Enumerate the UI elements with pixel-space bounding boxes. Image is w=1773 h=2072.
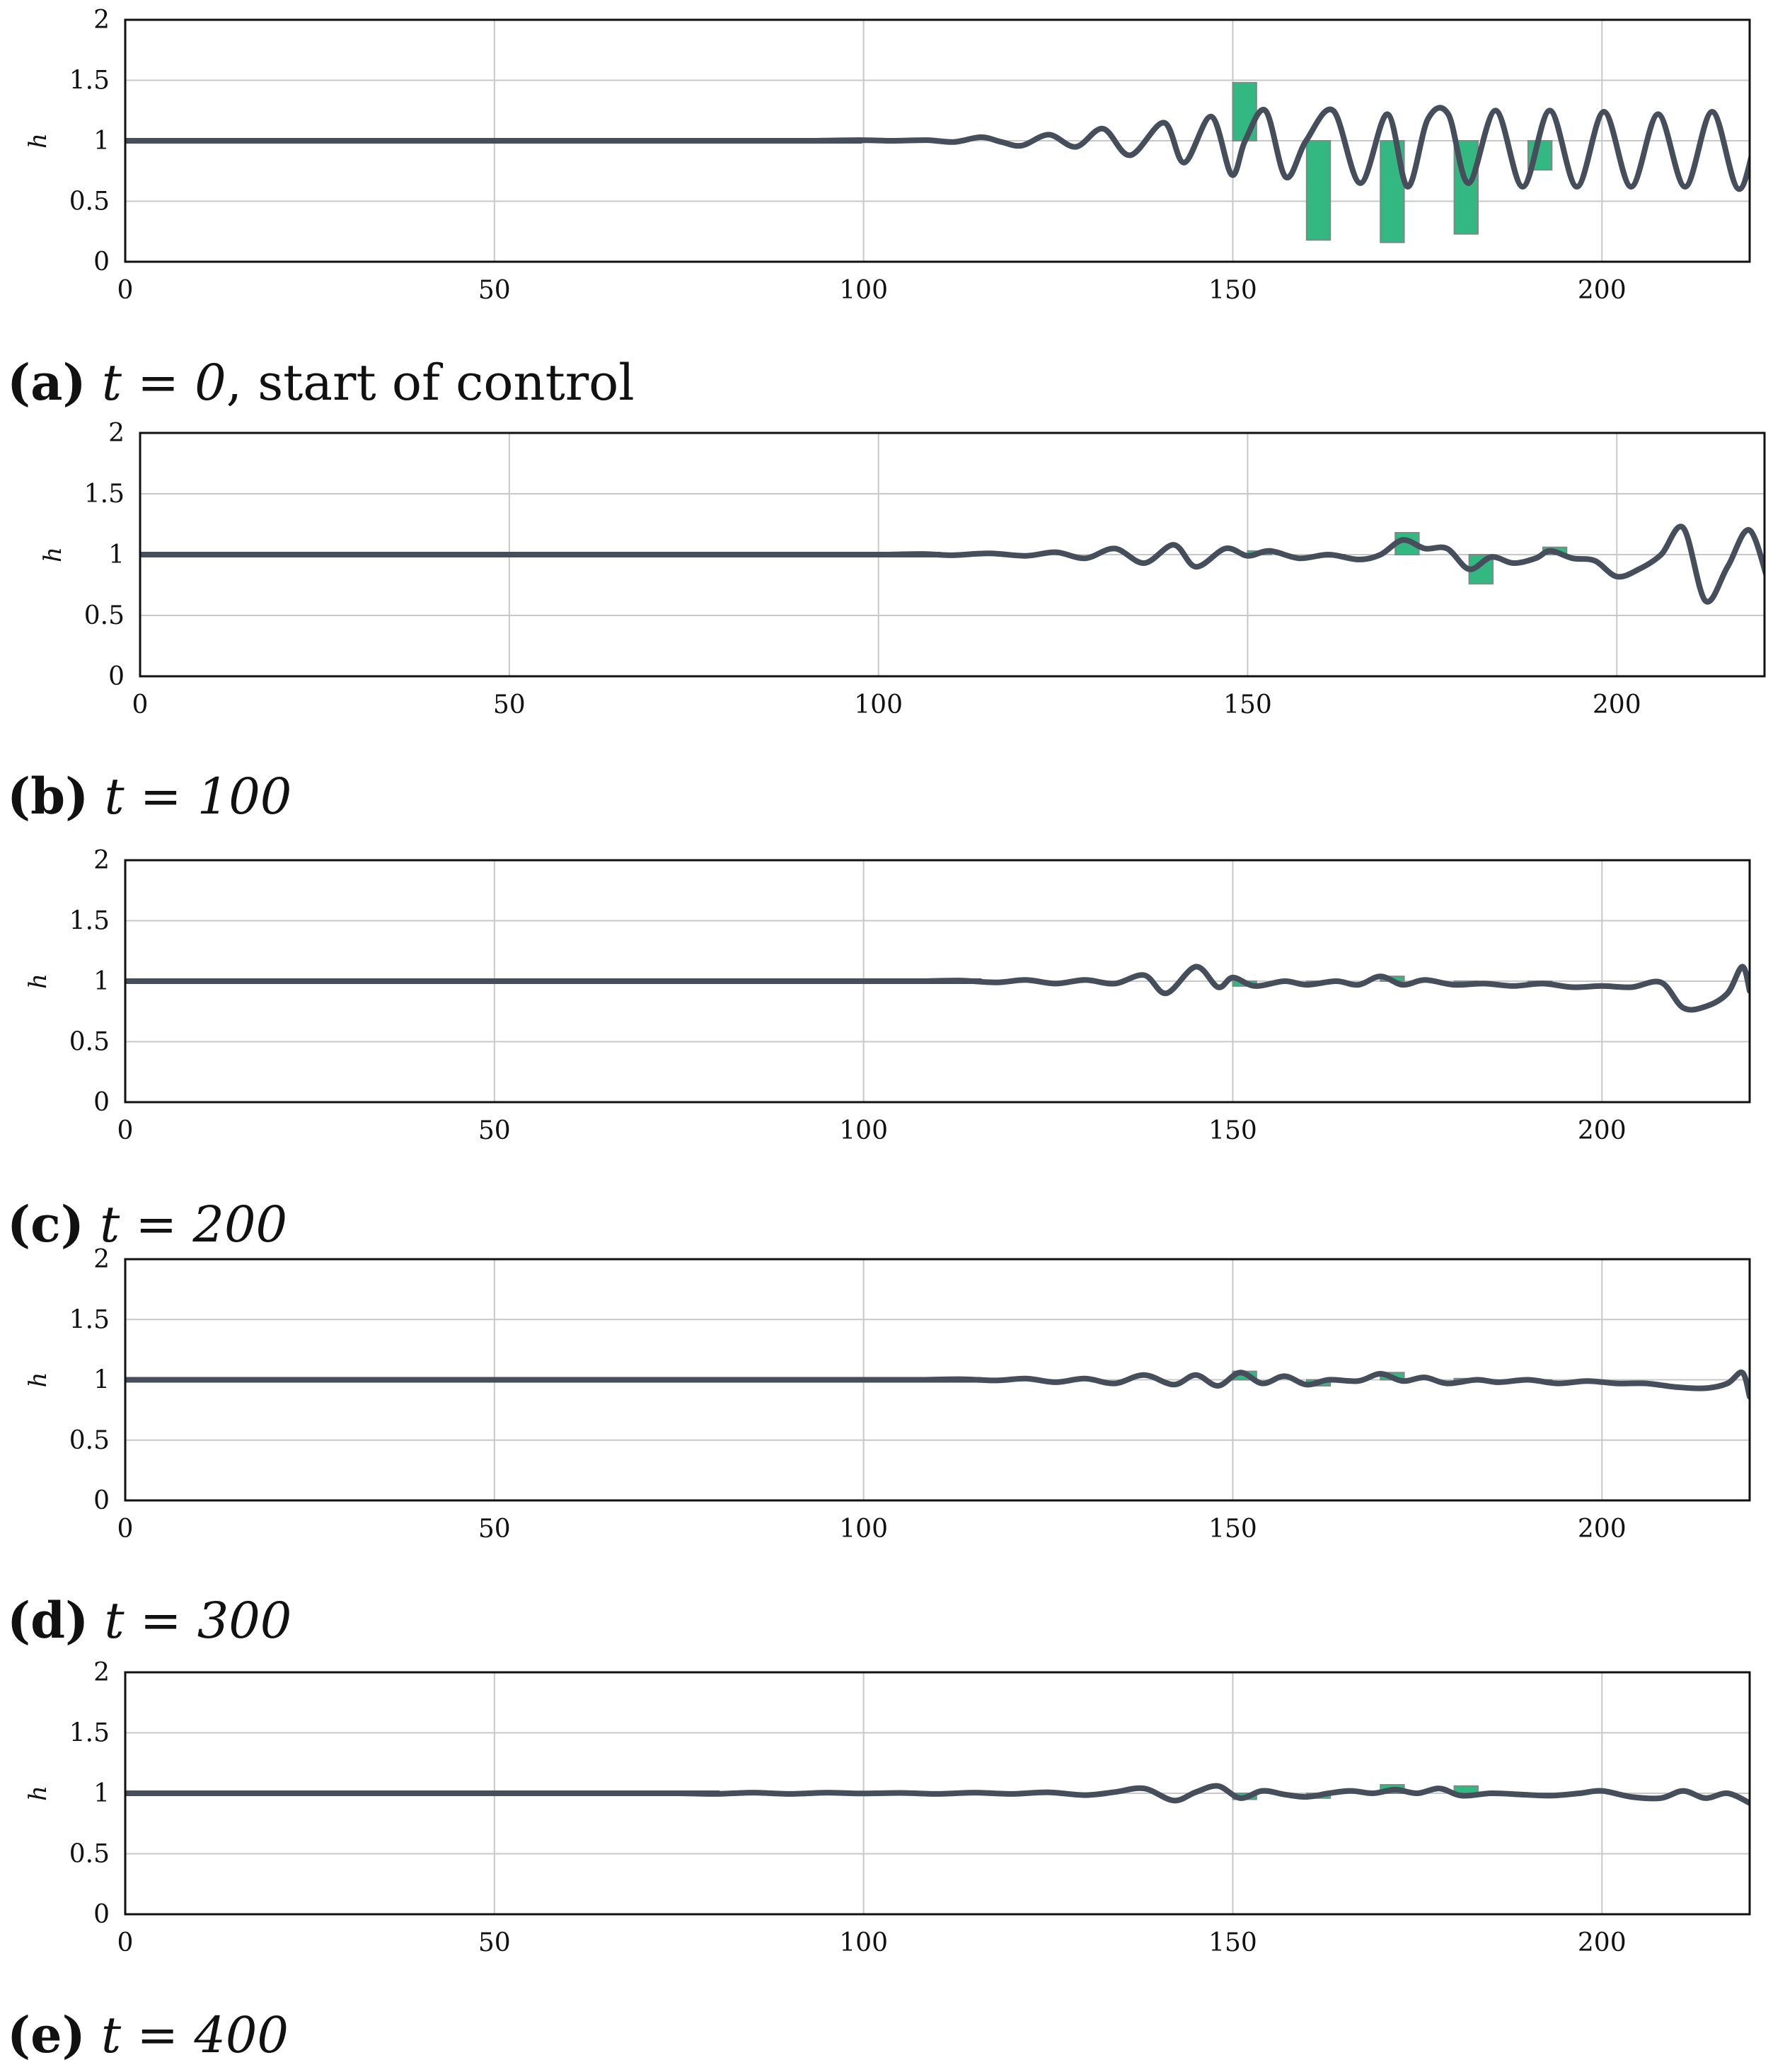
panel-b-xtick-label: 0 <box>132 690 149 719</box>
caption-c-math: t = 200 <box>100 1196 288 1254</box>
panel-d-ytick-label: 1 <box>93 1366 110 1395</box>
caption-b-label: (b) <box>7 767 89 826</box>
panel-d-xtick-label: 0 <box>117 1515 134 1544</box>
caption-d-label: (d) <box>7 1591 89 1650</box>
panel-c-ylabel: h <box>24 973 52 989</box>
panel-a-xtick-label: 50 <box>478 276 511 305</box>
panel-e-xtick-label: 0 <box>117 1928 134 1957</box>
caption-b: (b) t = 100 <box>7 772 291 822</box>
panel-e-ytick-label: 1.5 <box>69 1719 110 1748</box>
caption-a-label: (a) <box>7 353 86 412</box>
panel-a-actuator-bar <box>1305 140 1332 241</box>
panel-a-ylabel: h <box>24 133 52 149</box>
panel-a-xtick-label: 200 <box>1578 276 1627 305</box>
panel-b-h-line <box>140 523 1765 605</box>
panel-b-ytick-label: 0.5 <box>84 601 125 630</box>
caption-b-math: t = 100 <box>104 768 292 826</box>
panel-e-ytick-label: 0 <box>93 1900 110 1929</box>
panel-d-ytick-label: 0 <box>93 1486 110 1515</box>
panel-e-ylabel: h <box>24 1785 52 1801</box>
panel-e-xtick-label: 200 <box>1578 1928 1627 1957</box>
panel-c-ytick-label: 1.5 <box>69 907 110 936</box>
panel-b-xtick-label: 200 <box>1593 690 1641 719</box>
panel-b-plot <box>140 523 1765 605</box>
caption-e-label: (e) <box>7 2006 86 2064</box>
panel-c-ytick-label: 0 <box>93 1088 110 1117</box>
panel-d-h-line <box>125 1369 1750 1400</box>
panel-a-ytick-label: 1 <box>93 127 110 156</box>
panel-b-xtick-label: 50 <box>493 690 526 719</box>
panel-c-h-line <box>125 963 1750 1013</box>
caption-e: (e) t = 400 <box>7 2010 289 2061</box>
panel-a-frame <box>124 18 1751 263</box>
panel-c-ytick-label: 1 <box>93 967 110 996</box>
panel-e-xtick-label: 50 <box>478 1928 511 1957</box>
panel-b-ytick-label: 1 <box>108 540 125 569</box>
caption-d: (d) t = 300 <box>7 1596 291 1646</box>
panel-b: 0 50 100 150 200 0 0.5 1 1.5 2 h <box>39 419 1766 719</box>
panel-c: 0 50 100 150 200 0 0.5 1 1.5 2 h <box>24 846 1751 1145</box>
panel-c-ytick-label: 2 <box>93 846 110 875</box>
panel-c-xtick-label: 150 <box>1208 1116 1257 1145</box>
caption-c: (c) t = 200 <box>7 1200 287 1250</box>
panel-e-frame <box>124 1671 1751 1916</box>
panel-a-ytick-label: 0 <box>93 248 110 277</box>
panel-d: 0 50 100 150 200 0 0.5 1 1.5 2 h <box>24 1245 1751 1544</box>
panel-a-h-line <box>125 105 1750 192</box>
panel-e-ytick-label: 1 <box>93 1779 110 1808</box>
caption-e-math: t = 400 <box>101 2006 289 2064</box>
panel-a-ytick-label: 2 <box>93 6 110 35</box>
panel-e-xtick-label: 150 <box>1208 1928 1257 1957</box>
panel-c-plot <box>125 963 1750 1013</box>
panel-e: 0 50 100 150 200 0 0.5 1 1.5 2 h <box>24 1658 1751 1957</box>
panel-d-xtick-label: 50 <box>478 1515 511 1544</box>
caption-a-math: t = 0 <box>101 354 226 412</box>
panel-d-plot <box>125 1369 1750 1400</box>
panel-c-xtick-label: 0 <box>117 1116 134 1145</box>
panel-e-xtick-label: 100 <box>839 1928 888 1957</box>
panel-a: 0 50 100 150 200 0 0.5 1 1.5 2 h <box>24 6 1751 305</box>
caption-a: (a) t = 0, start of control <box>7 358 635 408</box>
panel-b-xtick-label: 100 <box>854 690 903 719</box>
panel-c-ytick-label: 0.5 <box>69 1028 110 1057</box>
panel-a-xtick-label: 0 <box>117 276 134 305</box>
panel-d-ylabel: h <box>24 1372 52 1388</box>
panel-d-frame <box>124 1258 1751 1502</box>
panel-a-xtick-label: 100 <box>839 276 888 305</box>
panel-d-xtick-label: 150 <box>1208 1515 1257 1544</box>
panel-c-frame <box>124 859 1751 1104</box>
panel-c-xtick-label: 50 <box>478 1116 511 1145</box>
caption-a-text: , start of control <box>226 354 635 412</box>
panel-c-xtick-label: 200 <box>1578 1116 1627 1145</box>
panel-d-xtick-label: 100 <box>839 1515 888 1544</box>
panel-e-plot <box>125 1783 1750 1806</box>
panel-d-ytick-label: 2 <box>93 1245 110 1274</box>
panel-e-ytick-label: 2 <box>93 1658 110 1687</box>
panel-a-plot <box>125 81 1750 243</box>
panel-d-ytick-label: 1.5 <box>69 1305 110 1334</box>
caption-d-math: t = 300 <box>104 1592 292 1650</box>
panel-e-ytick-label: 0.5 <box>69 1840 110 1869</box>
caption-c-label: (c) <box>7 1195 84 1254</box>
panel-a-ytick-label: 1.5 <box>69 66 110 96</box>
panel-a-xtick-label: 150 <box>1208 276 1257 305</box>
panel-a-ytick-label: 0.5 <box>69 187 110 216</box>
panel-c-xtick-label: 100 <box>839 1116 888 1145</box>
panel-d-ytick-label: 0.5 <box>69 1426 110 1455</box>
panel-b-ylabel: h <box>39 547 67 562</box>
panel-d-xtick-label: 200 <box>1578 1515 1627 1544</box>
panel-b-xtick-label: 150 <box>1223 690 1272 719</box>
panel-b-ytick-label: 1.5 <box>84 480 125 509</box>
panel-b-frame <box>139 432 1766 678</box>
panel-b-ytick-label: 0 <box>108 662 125 691</box>
panel-a-actuator-bar <box>1232 81 1257 141</box>
panel-e-h-line <box>125 1783 1750 1806</box>
panel-b-ytick-label: 2 <box>108 419 125 448</box>
